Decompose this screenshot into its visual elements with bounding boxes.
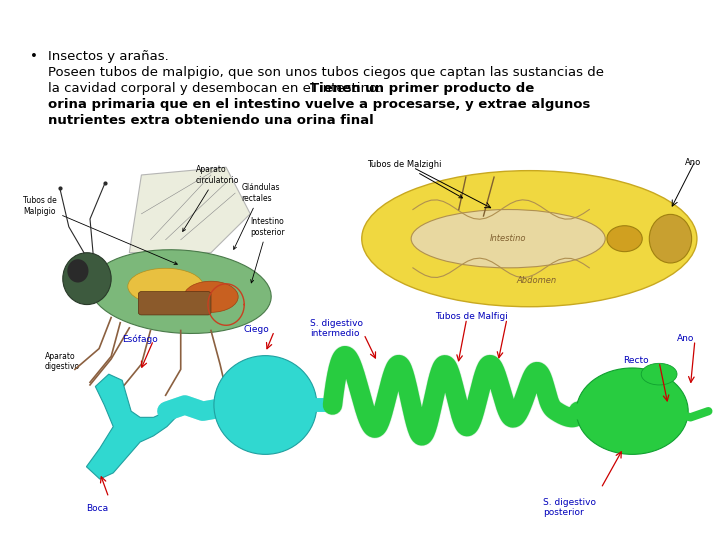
Text: Aparato
digestivo: Aparato digestivo <box>45 352 80 372</box>
Text: Poseen tubos de malpigio, que son unos tubos ciegos que captan las sustancias de: Poseen tubos de malpigio, que son unos t… <box>48 66 604 79</box>
Ellipse shape <box>361 171 697 307</box>
Ellipse shape <box>184 281 238 312</box>
Text: S. digestivo
intermedio: S. digestivo intermedio <box>310 319 363 338</box>
Polygon shape <box>130 167 251 253</box>
Text: la cavidad corporal y desembocan en el intestino.: la cavidad corporal y desembocan en el i… <box>48 82 385 95</box>
Text: Ciego: Ciego <box>243 325 269 334</box>
Ellipse shape <box>576 368 688 454</box>
Text: Tubos de Malzighi: Tubos de Malzighi <box>367 160 462 198</box>
Text: Ano: Ano <box>685 158 701 167</box>
Ellipse shape <box>63 253 111 305</box>
Text: Intestino
posterior: Intestino posterior <box>251 217 285 283</box>
Text: orina primaria que en el intestino vuelve a procesarse, y extrae algunos: orina primaria que en el intestino vuelv… <box>48 98 590 111</box>
Ellipse shape <box>649 214 692 263</box>
Text: •: • <box>30 50 38 63</box>
Text: nutrientes extra obteniendo una orina final: nutrientes extra obteniendo una orina fi… <box>48 114 374 127</box>
Text: Aparato
circulatorio: Aparato circulatorio <box>183 165 239 232</box>
Text: Tubos de
Malpigio: Tubos de Malpigio <box>24 197 177 265</box>
Ellipse shape <box>128 268 204 305</box>
Ellipse shape <box>642 363 677 385</box>
Text: Glándulas
rectales: Glándulas rectales <box>234 184 279 249</box>
FancyBboxPatch shape <box>138 292 211 315</box>
Text: Ano: Ano <box>677 334 694 343</box>
Text: S. digestivo
posterior: S. digestivo posterior <box>543 497 595 517</box>
Text: Tienen un primer producto de: Tienen un primer producto de <box>310 82 534 95</box>
Polygon shape <box>86 374 176 479</box>
Text: Abdomen: Abdomen <box>516 276 557 285</box>
Text: Tubos de Malfigi: Tubos de Malfigi <box>436 313 508 321</box>
Text: Recto: Recto <box>624 356 649 364</box>
Ellipse shape <box>411 210 606 268</box>
Text: Intestino: Intestino <box>490 234 526 243</box>
Text: Esófago: Esófago <box>122 334 158 343</box>
Text: Insectos y arañas.: Insectos y arañas. <box>48 50 168 63</box>
Text: Boca: Boca <box>86 504 109 513</box>
Ellipse shape <box>90 249 271 334</box>
Ellipse shape <box>68 259 89 282</box>
Ellipse shape <box>607 226 642 252</box>
Ellipse shape <box>214 356 317 454</box>
